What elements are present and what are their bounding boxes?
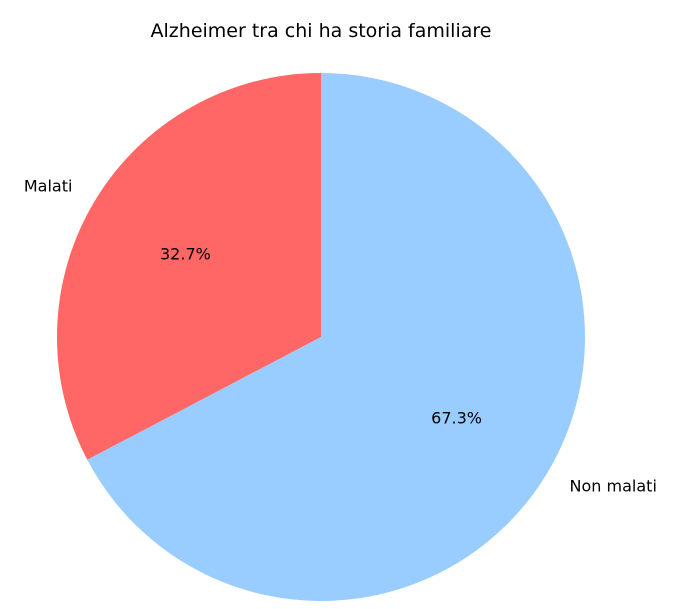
percent-label-malati: 32.7%	[160, 245, 211, 264]
pie-slices	[57, 73, 585, 601]
pie-slice-malati	[57, 73, 321, 460]
chart-title: Alzheimer tra chi ha storia familiare	[151, 20, 492, 42]
slice-label-malati: Malati	[24, 176, 73, 195]
pie-labels: Malati 32.7% Non malati 67.3%	[24, 176, 657, 495]
pie-slice-non-malati	[87, 73, 585, 601]
percent-label-non-malati: 67.3%	[431, 408, 482, 427]
slice-label-non-malati: Non malati	[570, 477, 657, 496]
